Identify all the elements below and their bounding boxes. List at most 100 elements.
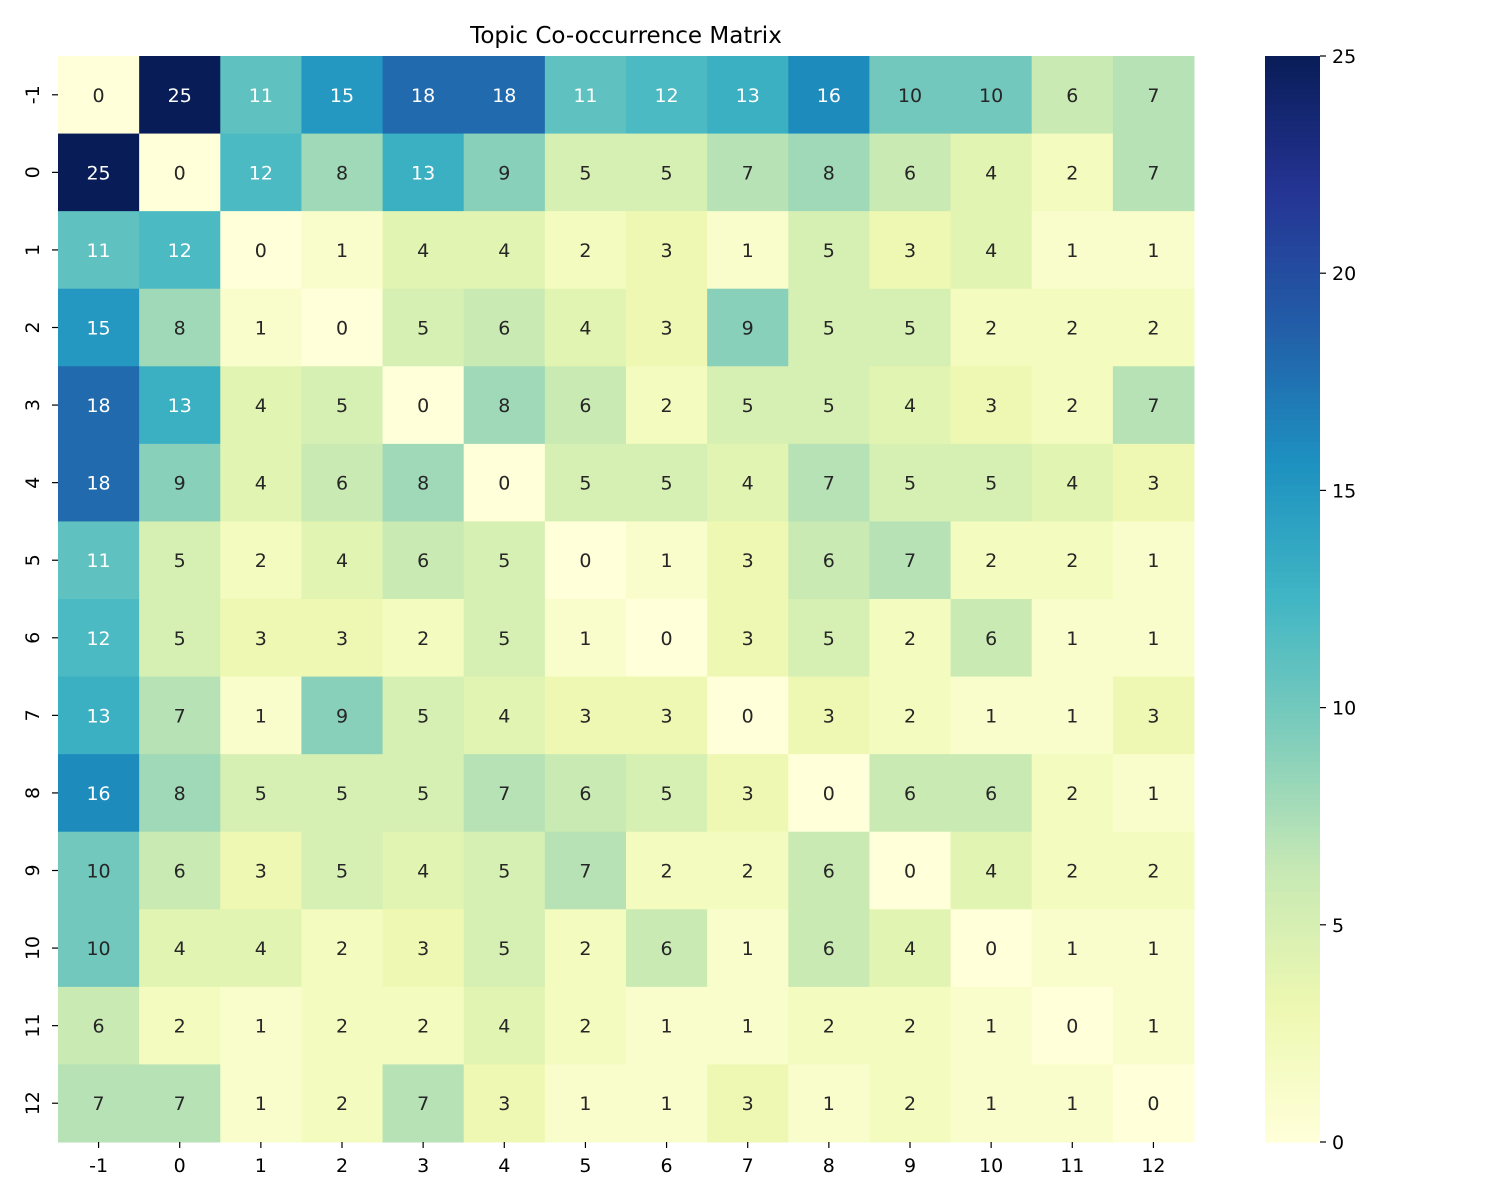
colorbar-segment [1265,1114,1320,1121]
colorbar-segment [1265,935,1320,942]
heatmap-cell [950,211,1033,290]
cell-value-label: 5 [823,628,835,650]
cell-value-label: 3 [742,550,754,572]
heatmap-cell [220,909,302,988]
heatmap-cell [382,599,465,678]
cell-value-label: 7 [174,1093,186,1115]
heatmap-cell [950,754,1033,833]
colorbar-segment [1265,197,1320,204]
cell-value-label: 1 [255,705,267,727]
heatmap-cell [382,133,465,212]
colorbar-segment [1265,751,1320,758]
cell-value-label: 3 [579,705,591,727]
heatmap-cell [1031,754,1114,833]
colorbar-segment [1265,984,1320,991]
colorbar-segment [1265,783,1320,790]
heatmap-cell [626,366,708,445]
heatmap-cell [869,521,952,600]
cell-value-label: 1 [1147,240,1159,262]
colorbar-segment [1265,577,1320,584]
cell-value-label: 5 [336,861,348,883]
heatmap-cell [220,521,302,600]
cell-value-label: 5 [417,318,429,340]
colorbar-segment [1265,202,1320,209]
colorbar-segment [1265,218,1320,225]
cell-value-label: 6 [823,550,835,572]
heatmap-cell [301,521,384,600]
cell-value-label: 13 [411,162,435,184]
cell-value-label: 3 [661,240,673,262]
heatmap-cell [869,831,952,910]
y-tick-label: 1 [22,244,44,256]
colorbar-segment [1265,924,1320,931]
colorbar-segment [1265,289,1320,296]
cell-value-label: 5 [498,938,510,960]
colorbar-segment [1265,370,1320,377]
cell-value-label: 10 [979,85,1003,107]
heatmap-cell [220,986,302,1065]
heatmap-cell [58,599,140,678]
heatmap-cell [1112,521,1195,600]
cell-value-label: 0 [498,473,510,495]
heatmap-cell [1031,288,1114,367]
cell-value-label: 1 [1066,938,1078,960]
cell-value-label: 6 [336,473,348,495]
colorbar-segment [1265,1098,1320,1105]
colorbar-segment [1265,153,1320,160]
heatmap-cell [139,366,221,445]
cell-value-label: 9 [336,705,348,727]
colorbar-segment [1265,262,1320,269]
cell-value-label: 2 [904,1093,916,1115]
colorbar-segment [1265,452,1320,459]
cell-value-label: 1 [255,318,267,340]
cell-value-label: 3 [1147,705,1159,727]
colorbar-segment [1265,1131,1320,1138]
colorbar-segment [1265,126,1320,133]
colorbar-segment [1265,696,1320,703]
heatmap-cell [139,133,221,212]
heatmap-cell [707,831,789,910]
heatmap-cell [626,521,708,600]
cell-value-label: 2 [1066,550,1078,572]
colorbar-segment [1265,240,1320,247]
colorbar-segment [1265,99,1320,106]
colorbar-segment [1265,647,1320,654]
heatmap-cell [1112,133,1195,212]
cell-value-label: 10 [86,861,110,883]
colorbar-segment [1265,398,1320,405]
x-tick-label: 0 [174,1155,186,1177]
cell-value-label: 1 [742,938,754,960]
cell-value-label: 5 [742,395,754,417]
colorbar-segment [1265,294,1320,301]
colorbar-segment [1265,609,1320,616]
heatmap-cell [788,288,870,367]
heatmap-cell [788,521,870,600]
cell-value-label: 11 [86,550,110,572]
cell-value-label: 8 [174,783,186,805]
cell-value-label: 2 [579,240,591,262]
cell-value-label: 1 [1147,628,1159,650]
cell-value-label: 3 [336,628,348,650]
cell-value-label: 4 [904,395,916,417]
heatmap-cell [869,288,952,367]
colorbar-segment [1265,387,1320,394]
cell-value-label: 7 [498,783,510,805]
colorbar-segment [1265,110,1320,117]
heatmap-cell [382,909,465,988]
cell-value-label: 6 [904,162,916,184]
colorbar-segment [1265,962,1320,969]
cell-value-label: 5 [823,318,835,340]
colorbar-segment [1265,865,1320,872]
colorbar-segment [1265,843,1320,850]
heatmap-cell [1031,133,1114,212]
heatmap-cell [626,288,708,367]
cell-value-label: 4 [904,938,916,960]
heatmap-cell [382,56,465,135]
cell-value-label: 1 [661,1016,673,1038]
heatmap-cell [707,986,789,1065]
cell-value-label: 2 [579,1016,591,1038]
colorbar-segment [1265,522,1320,530]
colorbar-segment [1265,989,1320,996]
colorbar-segment [1265,137,1320,144]
heatmap-cell [463,1064,546,1143]
